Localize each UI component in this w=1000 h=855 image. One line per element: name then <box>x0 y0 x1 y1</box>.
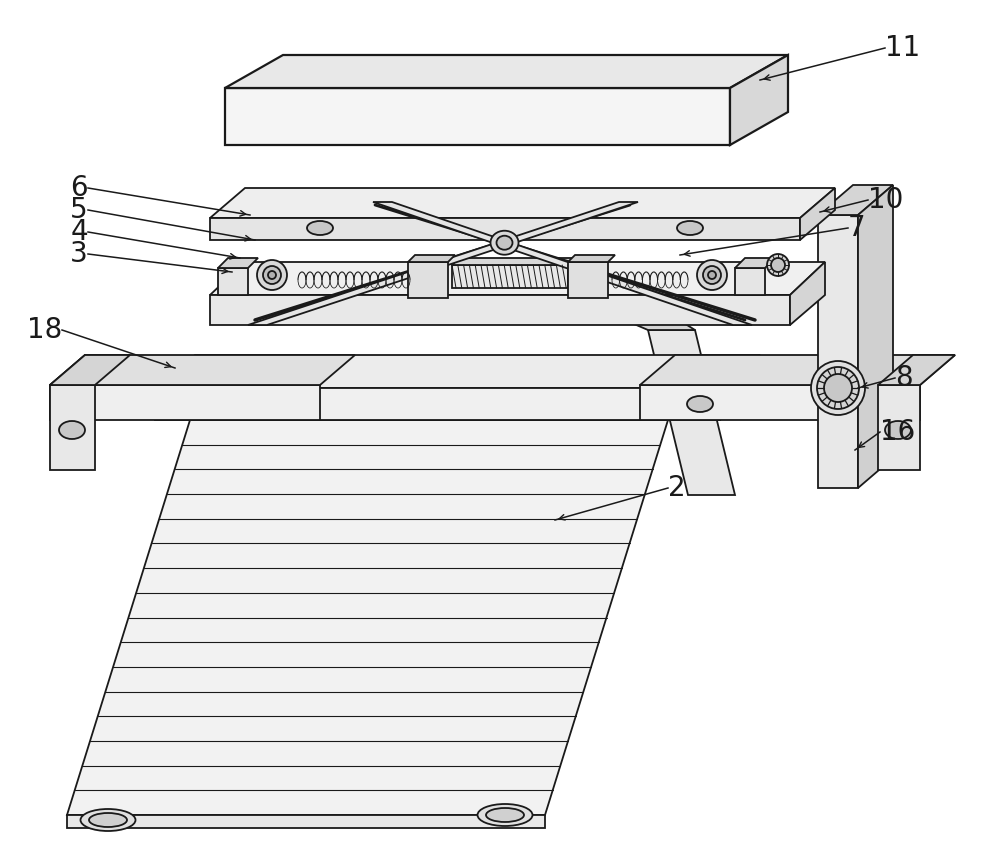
Text: 3: 3 <box>70 240 88 268</box>
Ellipse shape <box>257 260 287 290</box>
Ellipse shape <box>80 809 136 831</box>
Polygon shape <box>878 385 920 470</box>
Polygon shape <box>218 258 258 268</box>
Polygon shape <box>568 262 608 298</box>
Ellipse shape <box>677 221 703 235</box>
Ellipse shape <box>59 421 85 439</box>
Polygon shape <box>210 218 800 240</box>
Polygon shape <box>50 385 95 470</box>
Ellipse shape <box>263 266 281 284</box>
Polygon shape <box>50 385 320 420</box>
Polygon shape <box>818 215 858 488</box>
Polygon shape <box>620 308 695 330</box>
Polygon shape <box>800 188 835 240</box>
Polygon shape <box>155 355 760 388</box>
Polygon shape <box>735 258 775 268</box>
Ellipse shape <box>767 254 789 276</box>
Polygon shape <box>210 188 835 218</box>
Ellipse shape <box>885 421 911 439</box>
Polygon shape <box>373 202 752 325</box>
Polygon shape <box>648 330 735 495</box>
Polygon shape <box>248 202 638 325</box>
Ellipse shape <box>824 374 852 402</box>
Text: 11: 11 <box>885 34 920 62</box>
Polygon shape <box>408 262 448 298</box>
Text: 16: 16 <box>880 418 915 446</box>
Ellipse shape <box>687 396 713 412</box>
Polygon shape <box>452 258 575 265</box>
Text: 18: 18 <box>27 316 62 344</box>
Ellipse shape <box>478 804 532 826</box>
Text: 2: 2 <box>668 474 686 502</box>
Polygon shape <box>878 355 955 385</box>
Ellipse shape <box>89 813 127 827</box>
Polygon shape <box>790 262 825 325</box>
Ellipse shape <box>268 271 276 279</box>
Text: 4: 4 <box>70 218 88 246</box>
Polygon shape <box>67 815 545 828</box>
Polygon shape <box>818 185 893 215</box>
Ellipse shape <box>703 266 721 284</box>
Polygon shape <box>640 385 920 420</box>
Ellipse shape <box>697 260 727 290</box>
Polygon shape <box>225 88 730 145</box>
Ellipse shape <box>491 231 519 255</box>
Polygon shape <box>858 185 893 488</box>
Text: 10: 10 <box>868 186 903 214</box>
Polygon shape <box>67 420 668 815</box>
Ellipse shape <box>486 808 524 822</box>
Polygon shape <box>50 355 85 420</box>
Polygon shape <box>225 55 788 88</box>
Polygon shape <box>568 255 615 262</box>
Ellipse shape <box>708 271 716 279</box>
Ellipse shape <box>771 258 785 272</box>
Polygon shape <box>730 55 788 145</box>
Polygon shape <box>452 265 568 288</box>
Text: 5: 5 <box>70 196 88 224</box>
Polygon shape <box>640 355 955 385</box>
Polygon shape <box>218 268 248 295</box>
Ellipse shape <box>307 221 333 235</box>
Text: 7: 7 <box>848 214 866 242</box>
Text: 8: 8 <box>895 364 913 392</box>
Polygon shape <box>735 268 765 295</box>
Polygon shape <box>50 355 130 385</box>
Polygon shape <box>210 295 790 325</box>
Polygon shape <box>408 255 455 262</box>
Polygon shape <box>210 262 825 295</box>
Ellipse shape <box>497 236 513 250</box>
Ellipse shape <box>817 367 859 409</box>
Polygon shape <box>720 355 760 420</box>
Polygon shape <box>50 355 355 385</box>
Polygon shape <box>155 388 720 420</box>
Text: 6: 6 <box>70 174 88 202</box>
Ellipse shape <box>811 361 865 415</box>
Polygon shape <box>190 405 668 420</box>
